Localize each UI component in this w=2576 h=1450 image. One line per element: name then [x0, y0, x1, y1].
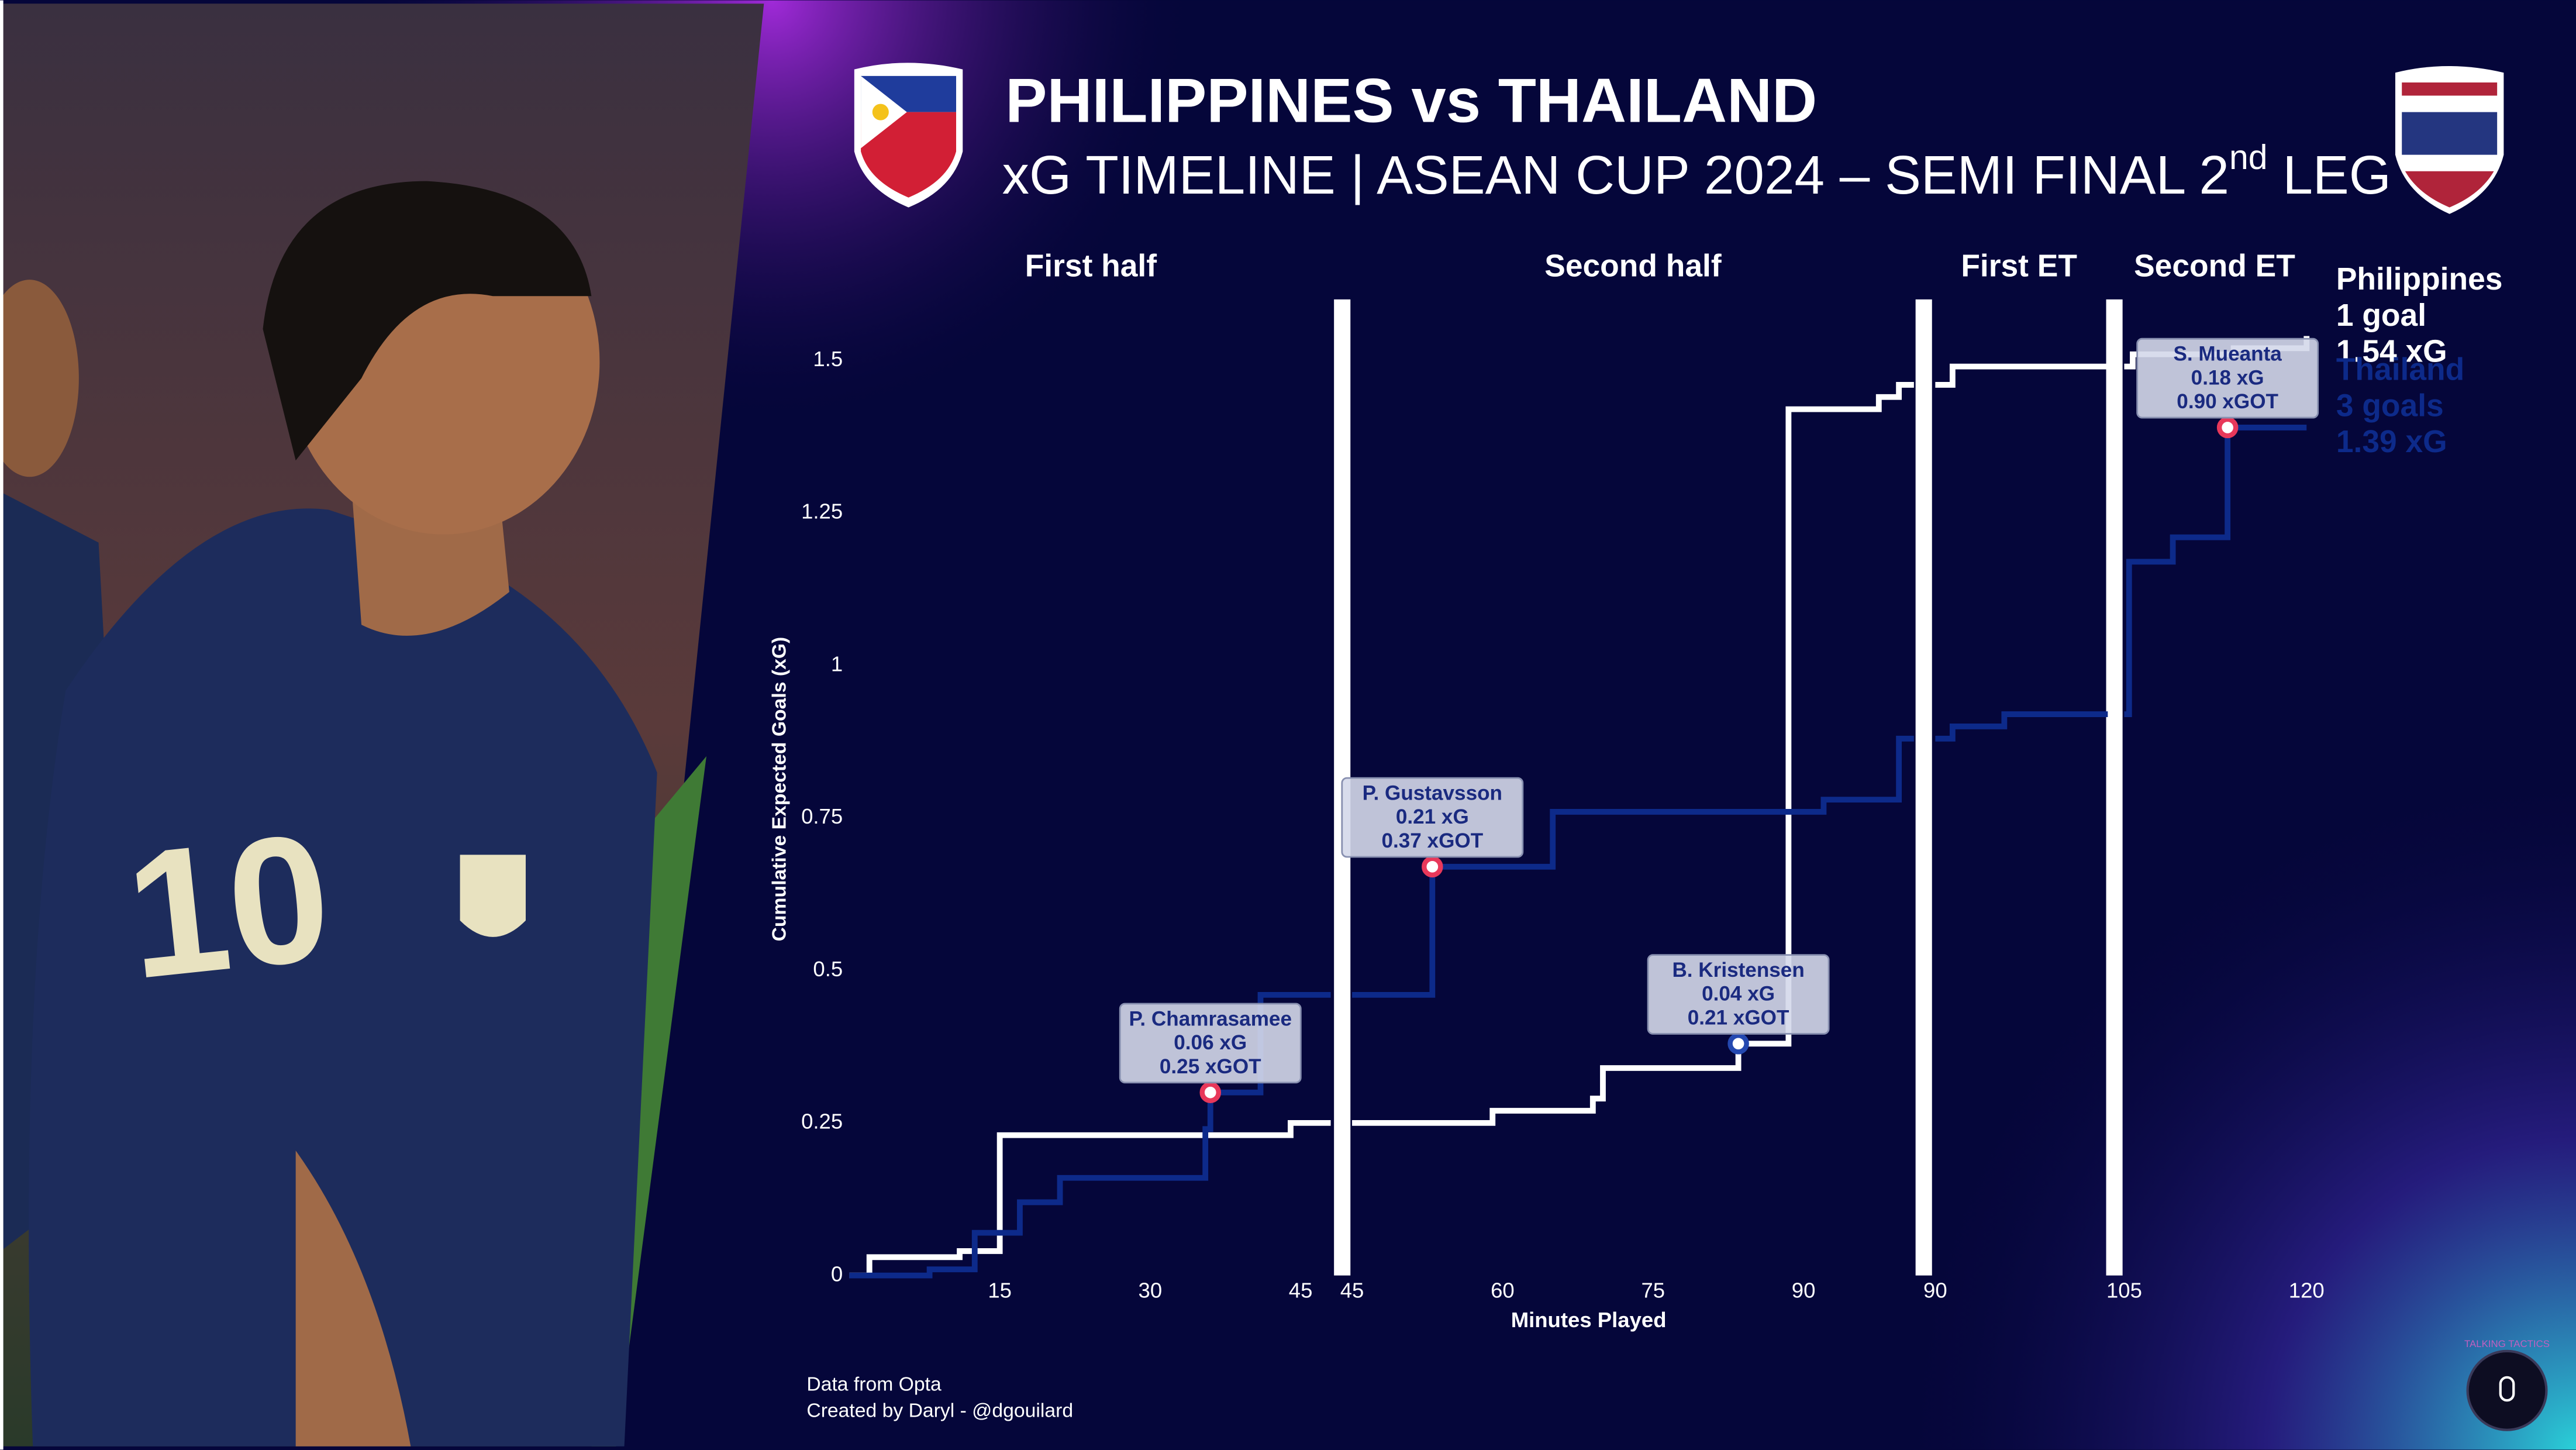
subtitle-text: LEG: [2268, 144, 2391, 205]
subtitle-text: xG TIMELINE | ASEAN CUP 2024 – SEMI FINA…: [1002, 144, 2229, 205]
x-tick-label: 90: [1923, 1278, 1947, 1302]
period-label: First half: [1025, 249, 1157, 284]
shot-marker: [1727, 1033, 1749, 1055]
shot-note-box: [1119, 1003, 1302, 1084]
shot-note-text: 0.25 xGOT: [1160, 1055, 1261, 1078]
y-tick-label: 1: [831, 652, 843, 676]
x-tick-label: 120: [2289, 1278, 2325, 1302]
x-tick-label: 105: [2106, 1278, 2142, 1302]
x-tick-label: 75: [1641, 1278, 1665, 1302]
legend-summary: 1.54 xG: [2336, 335, 2447, 369]
shot-marker: [1199, 1082, 1222, 1103]
shot-note-text: 0.06 xG: [1174, 1031, 1247, 1054]
x-tick-label: 30: [1139, 1278, 1163, 1302]
period-label: Second half: [1544, 249, 1722, 284]
shot-marker: [1422, 856, 1443, 878]
thailand-crest: [2395, 66, 2504, 214]
y-axis-label: Cumulative Expected Goals (xG): [768, 637, 790, 942]
x-tick-label: 15: [988, 1278, 1012, 1302]
x-tick-label: 45: [1289, 1278, 1313, 1302]
logo-text: TALKING TACTICS: [2464, 1338, 2550, 1349]
y-tick-label: 0.75: [801, 804, 843, 828]
philippines-crest: [854, 63, 963, 208]
svg-text:10: 10: [118, 795, 339, 1017]
player-photo: 10: [0, 4, 764, 1446]
y-tick-label: 0: [831, 1262, 843, 1286]
xg-line: [1935, 363, 2108, 388]
shot-note-text: 0.21 xGOT: [1688, 1006, 1789, 1029]
shot-note-text: 0.21 xG: [1396, 805, 1469, 828]
legend-summary: 3 goals: [2336, 388, 2444, 423]
shot-note-text: S. Mueanta: [2173, 343, 2282, 366]
x-tick-label: 45: [1340, 1278, 1364, 1302]
xg-line: [2124, 424, 2307, 718]
xg-line: [1935, 711, 2108, 742]
period-divider: [2106, 299, 2123, 1276]
plot-area: 0 0.25 0.5 0.75 1 1.25 1.5 First half 15 30 45 Seco…: [801, 249, 2502, 1303]
credit: Created by Daryl - @dgouilard: [806, 1400, 1073, 1422]
shot-note-text: 0.18 xG: [2191, 366, 2264, 389]
period-divider: [1915, 299, 1932, 1276]
xg-line: [1352, 381, 1914, 1126]
shot-note-text: P. Gustavsson: [1363, 782, 1502, 805]
xg-line: [849, 991, 1331, 1279]
legend-summary: 1.39 xG: [2336, 425, 2447, 459]
shot-note-text: 0.37 xGOT: [1381, 829, 1483, 852]
xg-line: [849, 1120, 1331, 1279]
shot-note-box: [2136, 337, 2319, 419]
shot-note-text: P. Chamrasamee: [1129, 1007, 1292, 1030]
y-tick-label: 0.25: [801, 1110, 843, 1134]
frame-edge: [0, 0, 4, 1450]
y-tick-label: 1.25: [801, 500, 843, 523]
x-axis-label: Minutes Played: [1511, 1308, 1667, 1332]
shot-note-box: [1341, 777, 1524, 858]
shot-note-text: 0.90 xGOT: [2177, 390, 2278, 413]
legend-name: Philippines: [2336, 262, 2503, 297]
credit: Data from Opta: [806, 1373, 942, 1396]
legend-name: Thailand: [2336, 353, 2464, 387]
period-label: Second ET: [2134, 249, 2295, 284]
y-tick-label: 1.5: [813, 347, 843, 371]
x-tick-label: 60: [1491, 1278, 1515, 1302]
x-tick-label: 90: [1792, 1278, 1816, 1302]
shot-note-text: 0.04 xG: [1702, 983, 1775, 1005]
chart-title: PHILIPPINES vs THAILAND: [1005, 66, 1817, 136]
period-label: First ET: [1961, 249, 2077, 284]
legend-summary: 1 goal: [2336, 298, 2426, 333]
logo: TALKING TACTICS: [2464, 1338, 2550, 1431]
subtitle-superscript: nd: [2229, 138, 2268, 177]
chart-subtitle: xG TIMELINE | ASEAN CUP 2024 – SEMI FINA…: [1002, 138, 2391, 206]
shot-note-text: B. Kristensen: [1672, 959, 1804, 981]
y-tick-label: 0.5: [813, 957, 843, 981]
shot-note-box: [1647, 954, 1830, 1035]
xg-line: [1352, 735, 1914, 998]
shot-marker: [2216, 416, 2239, 439]
